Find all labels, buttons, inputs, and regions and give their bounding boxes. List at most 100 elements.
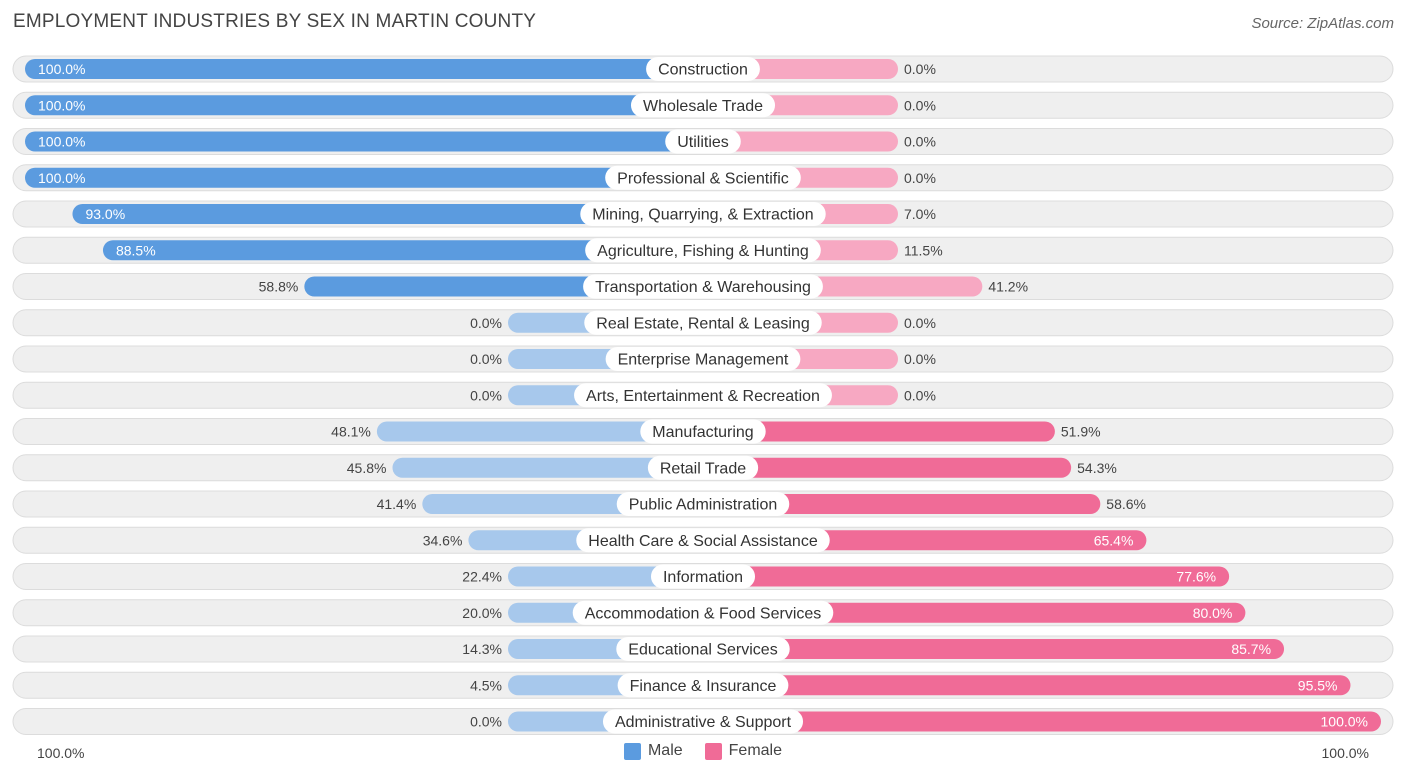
- axis-label-left: 100.0%: [37, 745, 85, 761]
- value-label-male: 93.0%: [85, 206, 125, 222]
- bar-male[interactable]: [376, 421, 703, 442]
- value-label-female: 77.6%: [1176, 569, 1216, 585]
- value-label-female: 95.5%: [1298, 677, 1338, 693]
- category-label-bg: [616, 492, 790, 516]
- legend-label-female: Female: [728, 742, 783, 759]
- chart-row: Real Estate, Rental & Leasing 0.0% 0.0%: [12, 309, 1394, 337]
- category-label: Enterprise Management: [618, 352, 789, 369]
- chart-row: Professional & Scientific 100.0% 0.0%: [12, 164, 1394, 192]
- value-label-male: 0.0%: [470, 387, 502, 403]
- value-label-female: 0.0%: [904, 351, 936, 367]
- axis-label-right: 100.0%: [1321, 745, 1369, 761]
- legend-item-female[interactable]: Female: [704, 742, 783, 760]
- category-label-bg: [640, 419, 766, 444]
- bar-male[interactable]: [102, 240, 704, 261]
- value-label-male: 0.0%: [470, 315, 502, 331]
- legend-swatch-female: [704, 742, 722, 760]
- chart-row: Transportation & Warehousing 58.8% 41.2%: [12, 273, 1394, 300]
- value-label-female: 7.0%: [904, 206, 936, 222]
- value-label-female: 58.6%: [1106, 496, 1146, 512]
- category-label: Professional & Scientific: [617, 170, 789, 187]
- chart-row: Public Administration 41.4% 58.6%: [12, 490, 1394, 518]
- value-label-female: 80.0%: [1193, 605, 1233, 621]
- value-label-female: 0.0%: [904, 170, 936, 186]
- value-label-female: 0.0%: [904, 61, 936, 77]
- category-label: Wholesale Trade: [643, 98, 763, 115]
- legend: Male Female: [0, 742, 1406, 760]
- chart-row: Educational Services 14.3% 85.7%: [12, 635, 1394, 663]
- value-label-male: 20.0%: [462, 605, 502, 621]
- category-label-bg: [585, 238, 821, 263]
- bar-female[interactable]: [703, 421, 1055, 442]
- value-label-male: 0.0%: [470, 351, 502, 367]
- bar-female[interactable]: [703, 494, 1101, 514]
- value-label-female: 0.0%: [904, 315, 936, 331]
- value-label-female: 54.3%: [1077, 460, 1117, 476]
- value-label-female: 65.4%: [1094, 532, 1134, 548]
- legend-label-male: Male: [647, 742, 683, 759]
- source-label: Source: ZipAtlas.com: [1251, 15, 1394, 32]
- chart-row: Manufacturing 48.1% 51.9%: [12, 418, 1394, 445]
- value-label-female: 0.0%: [904, 97, 936, 113]
- bar-female[interactable]: [703, 457, 1072, 478]
- category-label: Real Estate, Rental & Leasing: [596, 315, 809, 332]
- value-label-female: 100.0%: [1321, 714, 1368, 730]
- value-label-male: 88.5%: [116, 242, 156, 258]
- bar-male[interactable]: [72, 204, 703, 224]
- value-label-male: 58.8%: [259, 279, 299, 295]
- chart-row: Administrative & Support 0.0% 100.0%: [12, 708, 1394, 735]
- category-label: Finance & Insurance: [630, 678, 777, 695]
- chart-row: Agriculture, Fishing & Hunting 88.5% 11.5%: [12, 236, 1394, 264]
- category-label-bg: [605, 347, 801, 371]
- category-label-bg: [576, 528, 830, 553]
- bar-female[interactable]: [703, 639, 1285, 659]
- value-label-male: 100.0%: [38, 61, 85, 77]
- chart-row: Wholesale Trade 100.0% 0.0%: [12, 91, 1394, 119]
- bar-female[interactable]: [703, 566, 1230, 587]
- bar-male[interactable]: [392, 457, 703, 478]
- category-label-bg: [580, 202, 826, 226]
- category-label: Educational Services: [628, 642, 777, 659]
- bar-male[interactable]: [25, 167, 703, 188]
- bar-female[interactable]: [703, 711, 1381, 732]
- category-label-bg: [584, 310, 822, 335]
- category-label-bg: [605, 165, 801, 190]
- value-label-male: 22.4%: [462, 569, 502, 585]
- bar-female[interactable]: [703, 675, 1351, 696]
- category-label-bg: [583, 274, 823, 299]
- value-label-female: 41.2%: [988, 279, 1028, 295]
- bar-male[interactable]: [25, 95, 703, 116]
- category-label: Public Administration: [629, 497, 778, 514]
- category-label-bg: [665, 129, 741, 154]
- bar-male[interactable]: [25, 59, 703, 79]
- category-label-bg: [574, 383, 832, 408]
- chart-canvas: Construction 100.0% 0.0% Wholesale Trade 100…: [12, 55, 1394, 735]
- category-label-bg: [602, 709, 804, 734]
- chart-row: Construction 100.0% 0.0%: [12, 55, 1394, 83]
- value-label-male: 14.3%: [462, 641, 502, 657]
- chart-title: EMPLOYMENT INDUSTRIES BY SEX IN MARTIN C…: [13, 11, 537, 32]
- category-label: Transportation & Warehousing: [595, 279, 811, 296]
- category-label: Arts, Entertainment & Recreation: [586, 388, 820, 405]
- category-label: Administrative & Support: [615, 714, 792, 731]
- category-label-bg: [617, 673, 789, 698]
- chart-row: Finance & Insurance 4.5% 95.5%: [12, 671, 1394, 699]
- bar-female[interactable]: [703, 131, 898, 152]
- category-label: Information: [663, 569, 743, 586]
- legend-swatch-male: [623, 742, 641, 760]
- value-label-male: 100.0%: [38, 97, 85, 113]
- category-label: Retail Trade: [660, 460, 746, 477]
- chart-row: Information 22.4% 77.6%: [12, 563, 1394, 590]
- category-label: Construction: [658, 62, 748, 79]
- category-label-bg: [616, 637, 790, 661]
- category-label: Manufacturing: [652, 424, 753, 441]
- category-label-bg: [650, 564, 756, 589]
- bar-female[interactable]: [703, 602, 1246, 623]
- chart-row: Utilities 100.0% 0.0%: [12, 128, 1394, 155]
- value-label-female: 51.9%: [1061, 424, 1101, 440]
- legend-item-male[interactable]: Male: [623, 742, 683, 760]
- value-label-male: 48.1%: [331, 424, 371, 440]
- value-label-male: 34.6%: [423, 532, 463, 548]
- bar-male[interactable]: [25, 131, 703, 152]
- category-label: Health Care & Social Assistance: [588, 533, 818, 550]
